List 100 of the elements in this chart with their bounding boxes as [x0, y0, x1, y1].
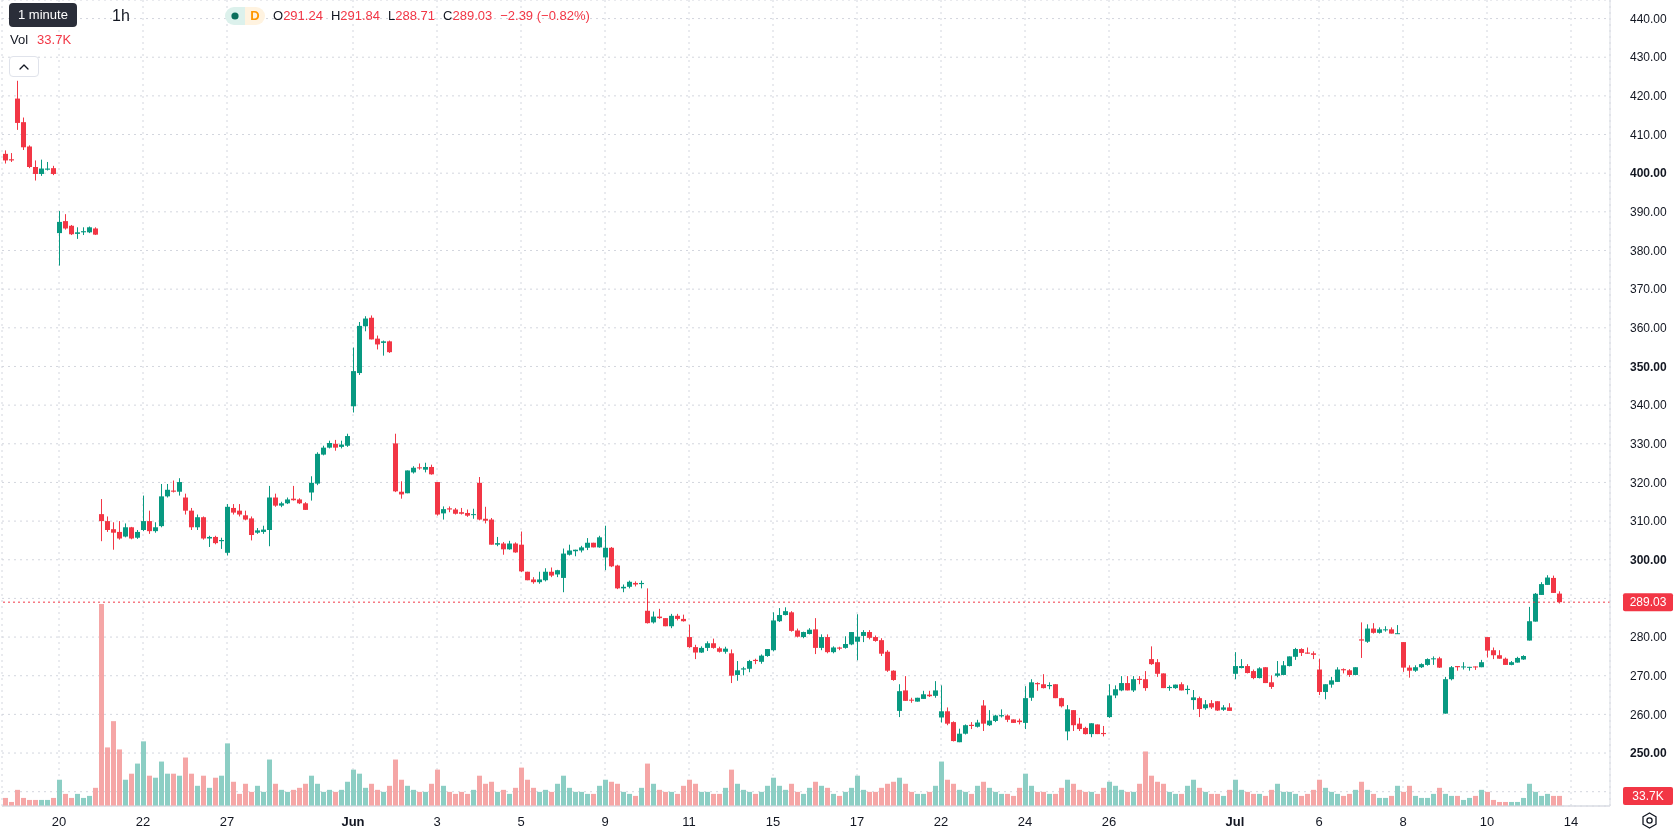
y-tick-label: 430.00 — [1630, 50, 1668, 65]
candlestick — [33, 159, 38, 182]
x-tick-label: 8 — [1399, 813, 1407, 829]
y-tick-label: 360.00 — [1630, 321, 1668, 336]
bar — [651, 783, 656, 806]
x-tick-label: 22 — [933, 813, 949, 829]
bar — [381, 791, 386, 806]
bar — [831, 793, 836, 806]
chart-title: 1h — [112, 7, 130, 24]
y-tick-label: 340.00 — [1630, 398, 1668, 413]
bar — [1479, 789, 1484, 806]
y-tick-label: 250.00 — [1630, 746, 1668, 761]
bar — [1227, 789, 1232, 806]
candlestick — [417, 463, 422, 471]
bar — [639, 787, 644, 806]
bar — [507, 793, 512, 806]
y-tick-label: 280.00 — [1630, 630, 1668, 645]
candlestick — [687, 624, 692, 649]
bar — [471, 789, 476, 806]
candlestick — [813, 617, 818, 655]
annotation: D — [250, 8, 260, 23]
candlestick — [1029, 678, 1034, 702]
bar — [813, 781, 818, 806]
bar — [927, 791, 932, 806]
annotation: 33.7K — [37, 32, 72, 47]
x-tick-label: 15 — [765, 813, 781, 829]
y-tick-label: 420.00 — [1630, 89, 1668, 104]
bar — [1203, 791, 1208, 806]
bar — [213, 777, 218, 806]
bar — [147, 775, 152, 806]
candlestick — [981, 699, 986, 732]
bar — [201, 775, 206, 806]
candlestick — [1107, 683, 1112, 719]
annotation: L288.71 — [388, 8, 436, 23]
candlestick — [615, 564, 620, 590]
y-tick-label: 380.00 — [1630, 243, 1668, 258]
x-tick-label: 17 — [849, 813, 865, 829]
bar — [123, 779, 128, 806]
bar — [645, 763, 650, 806]
bar — [1365, 789, 1370, 806]
x-tick-label: 20 — [51, 813, 67, 829]
candlestick — [99, 498, 104, 542]
bar — [171, 773, 176, 806]
ref-line-label: 289.03 — [1629, 595, 1667, 610]
bar — [969, 793, 974, 806]
annotation: C289.03 — [443, 8, 493, 23]
candlestick — [939, 684, 944, 723]
candlestick — [825, 633, 830, 654]
bar — [975, 785, 980, 806]
bar — [729, 769, 734, 806]
candlestick — [141, 495, 146, 532]
x-tick-label: 6 — [1315, 813, 1323, 829]
bar — [723, 787, 728, 806]
x-tick-label: 27 — [219, 813, 235, 829]
candlestick — [1317, 658, 1322, 696]
bar — [1179, 793, 1184, 806]
bar — [1353, 789, 1358, 806]
bar — [549, 791, 554, 806]
bar — [1395, 785, 1400, 806]
bar — [591, 793, 596, 806]
candlestick — [897, 683, 902, 718]
bar — [897, 777, 902, 806]
x-tick-label: 24 — [1017, 813, 1033, 829]
y-tick-label: 260.00 — [1630, 707, 1668, 722]
bar — [333, 791, 338, 806]
bar — [1359, 781, 1364, 806]
bar — [129, 773, 134, 806]
bar — [1197, 787, 1202, 806]
candlestick — [201, 515, 206, 541]
bar — [1047, 793, 1052, 806]
bar — [1131, 791, 1136, 806]
bar — [495, 791, 500, 806]
candlestick — [1359, 621, 1364, 659]
candlestick — [1065, 704, 1070, 741]
x-tick-label: 14 — [1563, 813, 1579, 829]
x-tick-label: 11 — [682, 813, 696, 829]
x-tick-label: 22 — [135, 813, 151, 829]
text: 33.7K — [1632, 789, 1664, 804]
y-tick-label: 400.00 — [1630, 166, 1668, 181]
bar — [753, 793, 758, 806]
candlestick — [729, 648, 734, 684]
y-tick-label: 370.00 — [1630, 282, 1668, 297]
annotation: −2.39 (−0.82%) — [500, 8, 590, 23]
candlestick — [1365, 623, 1370, 644]
candlestick — [1197, 696, 1202, 718]
bar — [207, 787, 212, 806]
y-tick-label: 440.00 — [1630, 11, 1668, 26]
bar — [825, 787, 830, 806]
candlestick — [189, 507, 194, 531]
bar — [1437, 787, 1442, 806]
annotation: H291.84 — [330, 8, 381, 23]
x-tick-label: Jun — [341, 813, 365, 829]
bar — [441, 785, 446, 806]
x-tick-label: 26 — [1101, 813, 1117, 829]
y-tick-label: 410.00 — [1630, 127, 1668, 142]
y-tick-label: 270.00 — [1630, 668, 1668, 683]
bar — [1125, 791, 1130, 806]
bar — [417, 791, 422, 806]
bar — [1065, 779, 1070, 806]
bar — [819, 785, 824, 806]
